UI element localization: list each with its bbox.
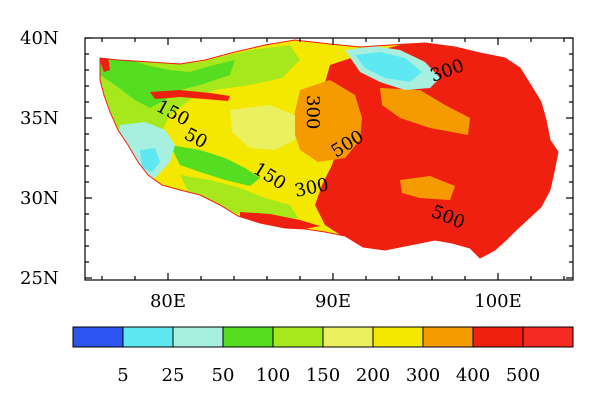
zone-yellowgreen-south: [180, 175, 298, 222]
contour-label-300-central: 300: [302, 95, 323, 129]
lat-ticks-left: [85, 37, 92, 279]
colorbar-tick-200: 200: [356, 365, 390, 386]
colorbar-box-5: [272, 326, 324, 348]
zone-cyan-north: [355, 52, 422, 82]
colorbar-tick-400: 400: [456, 365, 490, 386]
lon-ticks-bottom: [101, 273, 565, 280]
lat-label-35n: 35N: [20, 108, 59, 129]
lat-label-40n: 40N: [20, 28, 59, 49]
colorbar-box-2: [122, 326, 174, 348]
colorbar-box-9: [472, 326, 524, 348]
colorbar-tick-100: 100: [256, 365, 290, 386]
lon-label-90e: 90E: [315, 291, 351, 312]
colorbar-box-7: [372, 326, 424, 348]
lon-label-100e: 100E: [474, 291, 522, 312]
plateau-outline: [99, 39, 559, 259]
zone-red-band-south: [240, 212, 320, 230]
zone-orange-south: [400, 176, 455, 200]
lon-label-80e: 80E: [150, 291, 186, 312]
zone-red-east: [315, 40, 558, 258]
colorbar-box-3: [172, 326, 224, 348]
zone-green-west: [100, 58, 235, 108]
lat-label-25n: 25N: [20, 268, 59, 289]
lon-ticks-top: [101, 38, 565, 45]
colorbar-tick-25: 25: [162, 365, 185, 386]
zone-orange-ne: [380, 88, 470, 135]
zone-lightyellow-center: [230, 105, 295, 150]
colorbar-tick-500: 500: [506, 365, 540, 386]
colorbar-tick-150: 150: [306, 365, 340, 386]
zone-orange-central: [292, 80, 362, 162]
colorbar-tick-300: 300: [406, 365, 440, 386]
zone-cyan-west: [140, 148, 160, 172]
colorbar-box-6: [322, 326, 374, 348]
colorbar-box-10: [522, 326, 574, 348]
zone-red-band-west: [150, 90, 230, 101]
colorbar: [72, 326, 574, 348]
colorbar-box-4: [222, 326, 274, 348]
zone-red-edge-nw: [100, 56, 110, 72]
lat-ticks-right: [566, 37, 573, 279]
colorbar-tick-5: 5: [117, 365, 128, 386]
zone-green-south: [170, 145, 260, 186]
lat-label-30n: 30N: [20, 188, 59, 209]
colorbar-tick-50: 50: [212, 365, 235, 386]
colorbar-box-1: [72, 326, 124, 348]
colorbar-box-8: [422, 326, 474, 348]
